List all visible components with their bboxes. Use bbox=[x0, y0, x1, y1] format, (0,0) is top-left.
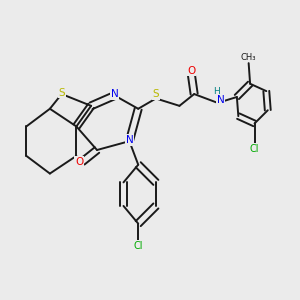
Text: S: S bbox=[58, 88, 65, 98]
Text: N: N bbox=[217, 95, 224, 105]
Text: Cl: Cl bbox=[250, 143, 259, 154]
Text: H: H bbox=[213, 87, 220, 96]
Text: N: N bbox=[111, 89, 119, 99]
Text: O: O bbox=[75, 157, 83, 167]
Text: Cl: Cl bbox=[134, 241, 143, 251]
Text: N: N bbox=[125, 135, 133, 145]
Text: O: O bbox=[187, 65, 195, 76]
Text: S: S bbox=[153, 89, 159, 99]
Text: CH₃: CH₃ bbox=[241, 53, 256, 62]
